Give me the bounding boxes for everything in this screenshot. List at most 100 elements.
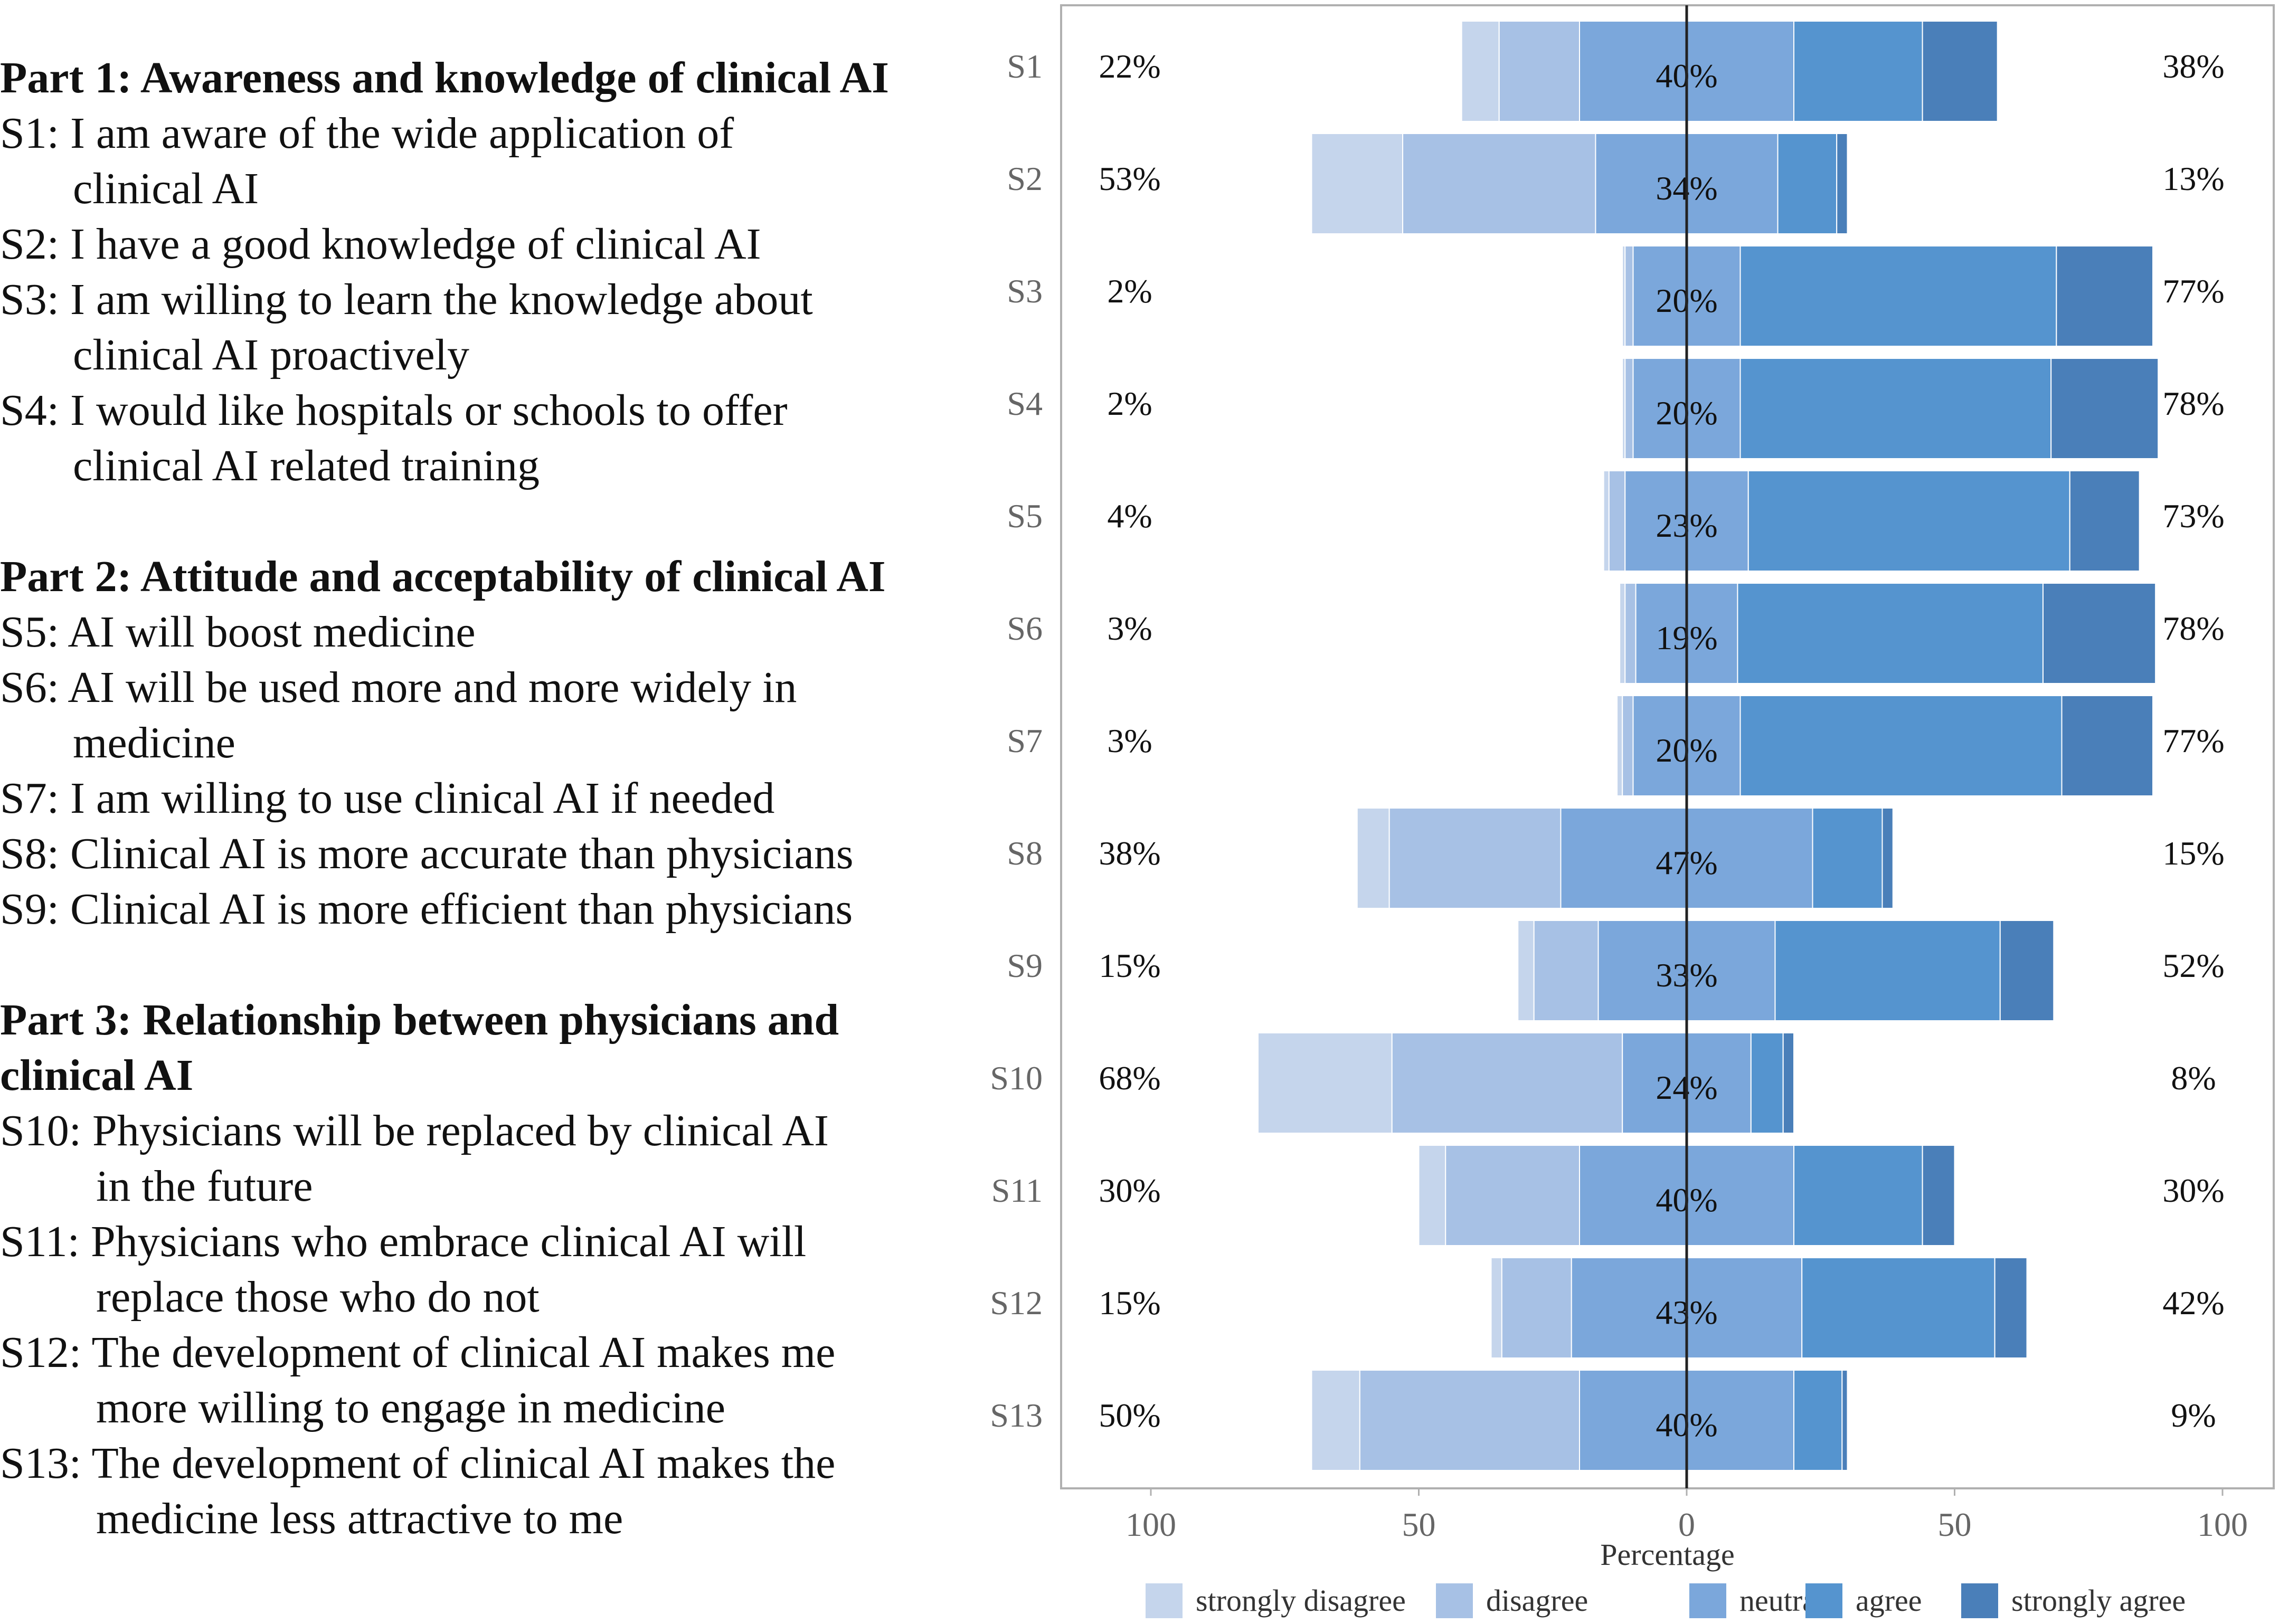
part-title: Part 2: Attitude and acceptability of cl…	[0, 552, 886, 601]
bar-disagree	[1624, 358, 1634, 459]
x-tick-label: 100	[2197, 1506, 2248, 1543]
row-label: S12	[990, 1284, 1043, 1322]
statement: S10: Physicians will be replaced by clin…	[0, 1103, 1003, 1214]
bar-strongly-disagree	[1490, 1257, 1502, 1359]
bar-disagree	[1445, 1145, 1580, 1246]
bar-strongly-disagree	[1356, 808, 1390, 909]
right-percent: 78%	[2162, 610, 2224, 647]
left-percent: 22%	[1099, 48, 1160, 85]
legend-label: strongly agree	[2011, 1583, 2186, 1618]
statement: S4: I would like hospitals or schools to…	[0, 383, 1003, 493]
statement-line: S13: The development of clinical AI make…	[0, 1439, 836, 1488]
row-label: S2	[1007, 160, 1043, 197]
statement-line: S1: I am aware of the wide application o…	[0, 109, 734, 158]
statement: S8: Clinical AI is more accurate than ph…	[0, 826, 1003, 881]
bar-strongly-disagree	[1616, 695, 1623, 796]
bar-agree	[1801, 1257, 1996, 1359]
legend-swatch	[1689, 1583, 1726, 1618]
statement: S1: I am aware of the wide application o…	[0, 106, 1003, 216]
bar-agree	[1793, 21, 1923, 122]
bar-agree	[1777, 133, 1838, 234]
bar-agree	[1737, 583, 2044, 684]
bar-disagree	[1624, 583, 1637, 684]
part-title: Part 3: Relationship between physicians …	[0, 995, 839, 1044]
bar-disagree	[1501, 1257, 1572, 1359]
bar-strongly-agree	[2061, 695, 2154, 796]
bar-agree	[1774, 920, 2001, 1021]
legend-label: disagree	[1486, 1583, 1588, 1618]
right-percent: 30%	[2162, 1172, 2224, 1209]
statement-line-cont: in the future	[96, 1162, 313, 1211]
bar-strongly-agree	[1782, 1032, 1794, 1134]
left-percent: 2%	[1107, 385, 1152, 422]
bar-disagree	[1608, 470, 1626, 572]
bar-strongly-agree	[1922, 1145, 1955, 1246]
left-percent: 3%	[1107, 610, 1152, 647]
left-percent: 2%	[1107, 272, 1152, 310]
row-label: S4	[1007, 385, 1043, 422]
plot-frame	[1060, 4, 2275, 1489]
left-percent: 53%	[1099, 160, 1160, 197]
bar-disagree	[1402, 133, 1596, 234]
statement-line: S3: I am willing to learn the knowledge …	[0, 275, 813, 324]
statement-line-cont: clinical AI proactively	[73, 330, 470, 379]
bar-agree	[1812, 808, 1883, 909]
statement-line-cont: medicine less attractive to me	[96, 1494, 623, 1543]
bar-disagree	[1498, 21, 1580, 122]
statement: S12: The development of clinical AI make…	[0, 1325, 1003, 1436]
part-title: Part 1: Awareness and knowledge of clini…	[0, 53, 889, 102]
bar-strongly-agree	[2050, 358, 2159, 459]
row-label: S11	[991, 1172, 1043, 1209]
left-percent: 4%	[1107, 497, 1152, 535]
part-title-cont: clinical AI	[0, 1051, 194, 1100]
statement: S9: Clinical AI is more efficient than p…	[0, 881, 1003, 937]
right-percent: 42%	[2162, 1284, 2224, 1322]
right-percent: 9%	[2171, 1397, 2216, 1434]
right-percent: 15%	[2162, 834, 2224, 872]
row-label: S8	[1007, 834, 1043, 872]
left-percent: 38%	[1099, 834, 1160, 872]
row-label: S10	[990, 1059, 1043, 1097]
row-label: S3	[1007, 272, 1043, 310]
bar-strongly-agree	[1922, 21, 1998, 122]
bar-strongly-agree	[1994, 1257, 2028, 1359]
statement-line-cont: clinical AI related training	[73, 441, 540, 490]
bar-strongly-disagree	[1603, 470, 1610, 572]
statement: S5: AI will boost medicine	[0, 604, 1003, 660]
x-tick-label: 0	[1678, 1506, 1695, 1543]
bar-disagree	[1391, 1032, 1623, 1134]
bar-strongly-disagree	[1257, 1032, 1393, 1134]
bar-disagree	[1388, 808, 1562, 909]
statement-line: S2: I have a good knowledge of clinical …	[0, 220, 761, 269]
bar-disagree	[1622, 695, 1634, 796]
bar-strongly-agree	[2056, 245, 2154, 347]
statement-line: S11: Physicians who embrace clinical AI …	[0, 1217, 807, 1266]
bar-strongly-agree	[2042, 583, 2157, 684]
statement-line: S8: Clinical AI is more accurate than ph…	[0, 829, 854, 878]
statement-line: S10: Physicians will be replaced by clin…	[0, 1106, 829, 1155]
bar-strongly-agree	[1999, 920, 2055, 1021]
bar-disagree	[1533, 920, 1599, 1021]
statement: S3: I am willing to learn the knowledge …	[0, 272, 1003, 383]
x-tick-label: 50	[1402, 1506, 1436, 1543]
left-percent: 50%	[1099, 1397, 1160, 1434]
x-axis-title: Percentage	[1600, 1537, 1734, 1572]
bar-agree	[1750, 1032, 1784, 1134]
statement-line-cont: medicine	[73, 718, 235, 767]
bar-agree	[1793, 1145, 1923, 1246]
left-percent: 15%	[1099, 947, 1160, 984]
legend-label: agree	[1856, 1583, 1922, 1618]
legend-swatch	[1436, 1583, 1473, 1618]
statement-line: S7: I am willing to use clinical AI if n…	[0, 774, 775, 823]
bar-agree	[1739, 358, 2052, 459]
left-percent: 68%	[1099, 1059, 1160, 1097]
right-percent: 77%	[2162, 272, 2224, 310]
bar-agree	[1739, 695, 2063, 796]
bar-strongly-agree	[2069, 470, 2140, 572]
row-label: S13	[990, 1397, 1043, 1434]
left-percent: 30%	[1099, 1172, 1160, 1209]
right-percent: 13%	[2162, 160, 2224, 197]
statement-line-cont: more willing to engage in medicine	[96, 1383, 725, 1432]
statement: S11: Physicians who embrace clinical AI …	[0, 1214, 1003, 1325]
